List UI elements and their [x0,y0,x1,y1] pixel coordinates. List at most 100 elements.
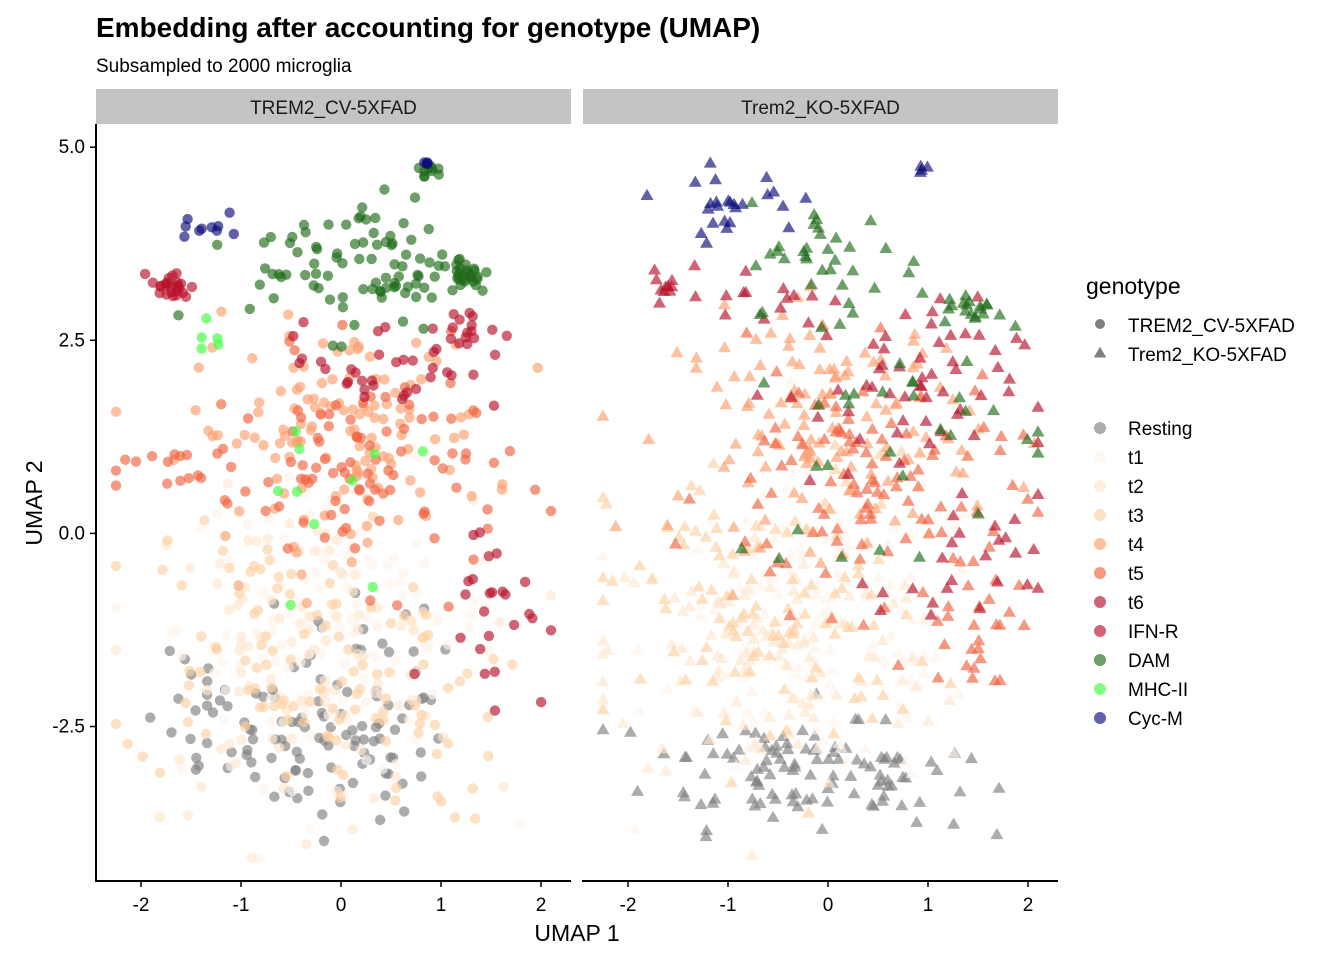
data-point-dam [839,388,852,400]
data-point-t4 [233,580,244,591]
data-point-t3 [707,508,721,520]
data-point-t4 [369,400,380,411]
y-tick-label: 5.0 [59,137,85,158]
data-point-dam [439,261,451,272]
data-point-t5 [396,446,407,457]
data-point-t4 [869,502,882,514]
data-point-t5 [1017,618,1031,630]
data-point-t1 [167,627,178,638]
data-point-t6 [946,509,960,521]
data-point-t1 [295,656,306,668]
data-point-t4 [317,338,329,349]
data-point-t1 [929,650,943,662]
data-point-t4 [844,460,858,472]
data-point-dam [268,293,279,304]
data-point-mhc-ii [417,446,428,457]
legend-label-genotype: TREM2_CV-5XFAD [1128,316,1295,337]
data-point-t3 [706,674,720,686]
data-point-t3 [848,691,862,703]
data-point-dam [380,272,392,283]
data-point-dam [402,281,414,292]
data-point-t5 [337,319,348,331]
data-point-t5 [768,421,782,433]
data-point-t5 [130,456,142,467]
data-point-t1 [359,673,370,684]
data-point-t6 [1031,487,1045,499]
data-point-t1 [840,755,854,767]
data-point-ifn-r [180,291,192,302]
data-point-t3 [261,659,272,670]
data-point-t2 [754,742,768,754]
data-point-t3 [780,526,794,538]
legend-title-genotype: genotype [1086,273,1181,299]
data-point-t1 [784,374,798,386]
data-point-t2 [349,569,360,581]
data-point-t5 [378,488,389,499]
data-point-t4 [220,530,231,542]
data-point-t5 [319,532,330,543]
data-point-t1 [218,713,229,724]
data-point-t6 [1002,385,1016,397]
data-point-cyc-m [196,223,207,234]
data-point-t3 [336,676,347,687]
data-point-t2 [730,695,744,707]
data-point-t5 [899,532,913,544]
data-point-t4 [344,345,355,356]
data-point-t5 [931,614,944,626]
data-point-resting [377,638,388,649]
data-point-resting [808,729,822,741]
data-point-resting [694,797,708,810]
data-point-t2 [330,684,341,696]
data-point-resting [763,768,777,780]
data-point-t5 [770,365,784,377]
data-point-t3 [874,497,888,509]
data-point-t4 [782,339,796,351]
data-point-t2 [739,753,753,765]
data-point-t2 [748,530,762,543]
data-point-t2 [320,635,332,646]
data-point-cyc-m [224,207,235,218]
data-point-t1 [267,619,278,631]
data-point-t4 [361,520,373,532]
data-point-ifn-r [688,259,702,271]
data-point-resting [317,809,328,820]
data-point-t4 [955,443,969,455]
data-point-dam [828,253,842,265]
data-point-t4 [249,432,260,443]
data-point-t2 [740,582,754,594]
data-point-dam [843,240,857,252]
data-point-dam [292,247,303,258]
data-point-t5 [162,456,174,467]
data-point-t1 [755,489,769,501]
data-point-t1 [952,687,966,699]
data-point-t4 [759,460,773,472]
data-point-t1 [258,784,270,795]
data-point-t4 [906,425,920,437]
data-point-t2 [802,651,816,663]
data-point-t4 [853,507,867,519]
data-point-t1 [905,766,919,779]
data-point-t3 [818,496,832,508]
data-point-t5 [857,618,870,630]
data-point-t6 [1009,546,1023,558]
data-point-dam [906,375,920,387]
data-point-t1 [770,587,784,599]
data-point-t2 [722,595,736,607]
data-point-t4 [671,489,685,501]
data-point-t5 [891,658,905,670]
data-point-t2 [675,641,689,653]
data-point-resting [706,796,720,808]
data-point-t2 [733,654,747,666]
data-point-t2 [822,776,836,788]
data-point-t1 [360,697,371,708]
data-point-dam [310,268,322,279]
data-point-t3 [729,630,743,642]
data-point-ifn-r [719,289,733,301]
data-point-t4 [778,417,792,429]
data-point-t4 [609,519,623,532]
data-point-t3 [728,665,742,677]
data-point-t5 [825,612,839,624]
data-point-ifn-r [802,316,815,328]
data-point-t5 [961,449,975,461]
data-point-resting [800,793,814,805]
